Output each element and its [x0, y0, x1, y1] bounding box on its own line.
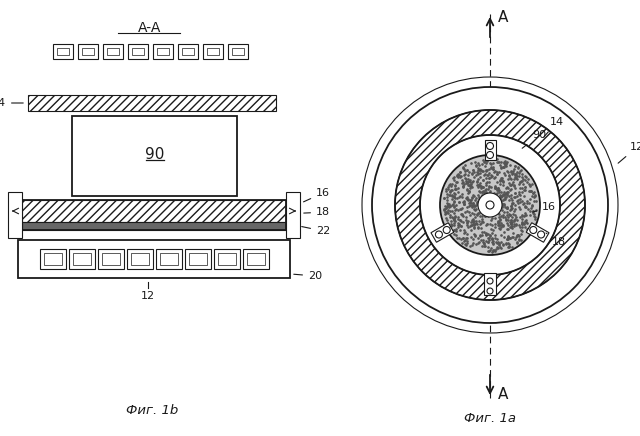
Circle shape — [486, 201, 494, 209]
Bar — [102, 253, 120, 265]
Bar — [106, 48, 118, 55]
Text: 90: 90 — [145, 146, 164, 161]
Bar — [218, 253, 236, 265]
Bar — [232, 48, 243, 55]
Text: 12: 12 — [618, 142, 640, 163]
Text: 22: 22 — [301, 226, 330, 236]
Text: 14: 14 — [544, 117, 564, 137]
Bar — [202, 44, 223, 59]
Bar — [127, 44, 147, 59]
Bar — [22, 222, 286, 230]
Bar — [157, 48, 168, 55]
Bar — [286, 192, 300, 238]
Bar — [184, 249, 211, 269]
Bar — [40, 249, 65, 269]
Circle shape — [530, 226, 537, 234]
Circle shape — [538, 231, 545, 238]
Circle shape — [487, 288, 493, 294]
Bar — [8, 192, 22, 238]
Circle shape — [486, 143, 493, 150]
Bar — [68, 249, 95, 269]
Bar — [22, 200, 286, 230]
Bar — [102, 44, 122, 59]
Polygon shape — [526, 223, 549, 242]
Bar — [28, 95, 276, 111]
Bar — [214, 249, 239, 269]
Bar — [227, 44, 248, 59]
Bar — [44, 253, 61, 265]
Bar — [77, 44, 97, 59]
Circle shape — [435, 231, 442, 238]
Circle shape — [395, 110, 585, 300]
Text: 14: 14 — [0, 98, 23, 108]
Bar — [81, 48, 93, 55]
Bar — [189, 253, 207, 265]
Bar — [18, 240, 290, 278]
Text: Фиг. 1a: Фиг. 1a — [464, 412, 516, 425]
Bar — [246, 253, 264, 265]
Circle shape — [372, 87, 608, 323]
Bar — [131, 253, 148, 265]
Bar — [152, 44, 173, 59]
Text: 90: 90 — [522, 130, 546, 148]
Bar — [52, 44, 72, 59]
Text: A: A — [498, 386, 508, 402]
Circle shape — [478, 193, 502, 217]
Bar — [484, 273, 496, 295]
Text: 20: 20 — [294, 271, 322, 281]
Text: 12: 12 — [141, 291, 155, 301]
Bar — [156, 249, 182, 269]
Bar — [56, 48, 68, 55]
Text: 16: 16 — [303, 188, 330, 202]
Bar — [72, 116, 237, 196]
Bar — [207, 48, 218, 55]
Text: 18: 18 — [304, 207, 330, 217]
Polygon shape — [431, 223, 454, 242]
Text: A-A: A-A — [138, 21, 162, 35]
Bar — [182, 48, 193, 55]
Text: Фиг. 1b: Фиг. 1b — [126, 403, 178, 416]
Polygon shape — [484, 140, 495, 160]
Bar — [72, 253, 90, 265]
Text: 16: 16 — [532, 202, 556, 212]
Text: 18: 18 — [546, 233, 566, 247]
Circle shape — [440, 155, 540, 255]
Bar — [97, 249, 124, 269]
Bar — [127, 249, 152, 269]
Circle shape — [486, 151, 493, 159]
Bar — [243, 249, 269, 269]
Circle shape — [362, 77, 618, 333]
PathPatch shape — [395, 110, 585, 300]
Circle shape — [443, 226, 450, 234]
Bar — [22, 200, 286, 222]
Bar — [177, 44, 198, 59]
Text: A: A — [498, 10, 508, 25]
Bar — [159, 253, 177, 265]
Circle shape — [487, 278, 493, 284]
Bar — [131, 48, 143, 55]
